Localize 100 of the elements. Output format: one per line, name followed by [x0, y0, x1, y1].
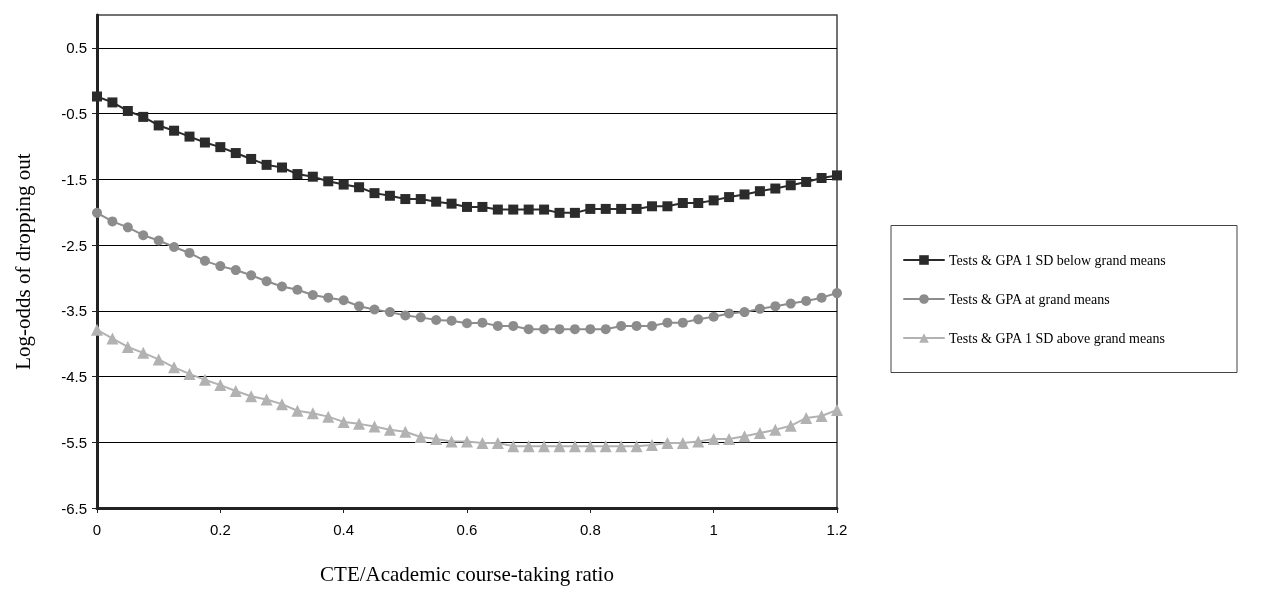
x-tick-label: 0.6 — [456, 521, 478, 538]
legend-label: Tests & GPA 1 SD below grand means — [949, 252, 1166, 268]
point — [815, 409, 828, 422]
x-axis-title: CTE/Academic course-taking ratio — [320, 561, 614, 586]
point — [785, 298, 796, 309]
point — [383, 423, 396, 436]
point — [800, 411, 813, 424]
point — [769, 423, 782, 436]
point — [539, 324, 550, 335]
point — [431, 315, 442, 325]
point — [261, 159, 272, 170]
point — [754, 303, 765, 314]
point — [415, 312, 426, 323]
point — [106, 332, 119, 345]
point — [245, 390, 258, 403]
point — [152, 353, 165, 366]
point — [338, 179, 349, 190]
point — [600, 324, 611, 335]
point — [738, 430, 751, 443]
point — [138, 111, 149, 122]
point — [599, 440, 612, 453]
point — [615, 440, 628, 453]
y-tick-label: -1.5 — [61, 170, 87, 188]
legend-label: Tests & GPA 1 SD above grand means — [949, 330, 1165, 346]
point — [538, 440, 551, 453]
point — [662, 201, 673, 212]
point — [477, 317, 488, 328]
point — [476, 436, 489, 449]
y-tick-label: -2.5 — [61, 236, 87, 254]
point — [215, 142, 226, 153]
point — [353, 417, 366, 430]
point — [183, 367, 196, 380]
point — [215, 261, 226, 272]
point — [585, 203, 596, 214]
point — [816, 292, 827, 303]
point — [368, 420, 381, 433]
point — [306, 407, 319, 420]
point — [92, 91, 102, 102]
point — [323, 176, 334, 187]
point — [276, 398, 288, 411]
point — [723, 432, 736, 445]
point — [431, 196, 442, 207]
point — [647, 201, 657, 212]
point — [708, 195, 719, 206]
point — [229, 384, 242, 397]
point — [477, 201, 488, 212]
point — [631, 320, 642, 331]
point — [121, 340, 134, 353]
x-tick-label: 1 — [709, 521, 718, 538]
point — [153, 120, 164, 131]
y-tick-label: -3.5 — [61, 302, 87, 320]
point — [400, 310, 411, 321]
point — [462, 318, 472, 329]
point — [554, 207, 565, 218]
point — [184, 247, 195, 258]
point — [430, 432, 443, 445]
point — [369, 188, 380, 199]
point — [307, 290, 318, 301]
point — [739, 307, 750, 318]
point — [770, 301, 781, 312]
point — [832, 170, 842, 181]
point — [616, 203, 627, 214]
point — [492, 204, 503, 215]
point — [153, 235, 164, 246]
point — [199, 137, 210, 148]
point — [414, 431, 427, 444]
point — [646, 438, 658, 451]
point — [169, 125, 180, 136]
point — [661, 436, 674, 449]
point — [707, 432, 720, 445]
point — [446, 198, 457, 209]
point — [415, 194, 426, 205]
point — [446, 315, 457, 326]
point — [724, 308, 735, 319]
point — [138, 230, 149, 241]
point — [92, 207, 102, 218]
y-tick-label: -0.5 — [61, 105, 87, 123]
point — [384, 190, 395, 201]
point — [277, 281, 287, 292]
y-axis-title: Log-odds of dropping out — [10, 153, 35, 370]
point — [198, 373, 211, 386]
point — [399, 425, 412, 438]
point — [647, 320, 657, 331]
point — [832, 288, 842, 299]
point — [369, 304, 380, 315]
point — [724, 192, 735, 203]
y-tick-label: -5.5 — [61, 433, 87, 451]
point — [122, 105, 133, 116]
point — [384, 307, 395, 318]
point — [568, 440, 581, 453]
point — [323, 292, 334, 303]
point — [662, 317, 673, 328]
point — [616, 320, 627, 331]
point — [322, 410, 335, 423]
point — [354, 182, 365, 193]
point — [292, 284, 303, 295]
point — [693, 314, 704, 325]
point — [522, 440, 535, 453]
point — [784, 419, 797, 432]
point — [708, 311, 719, 322]
